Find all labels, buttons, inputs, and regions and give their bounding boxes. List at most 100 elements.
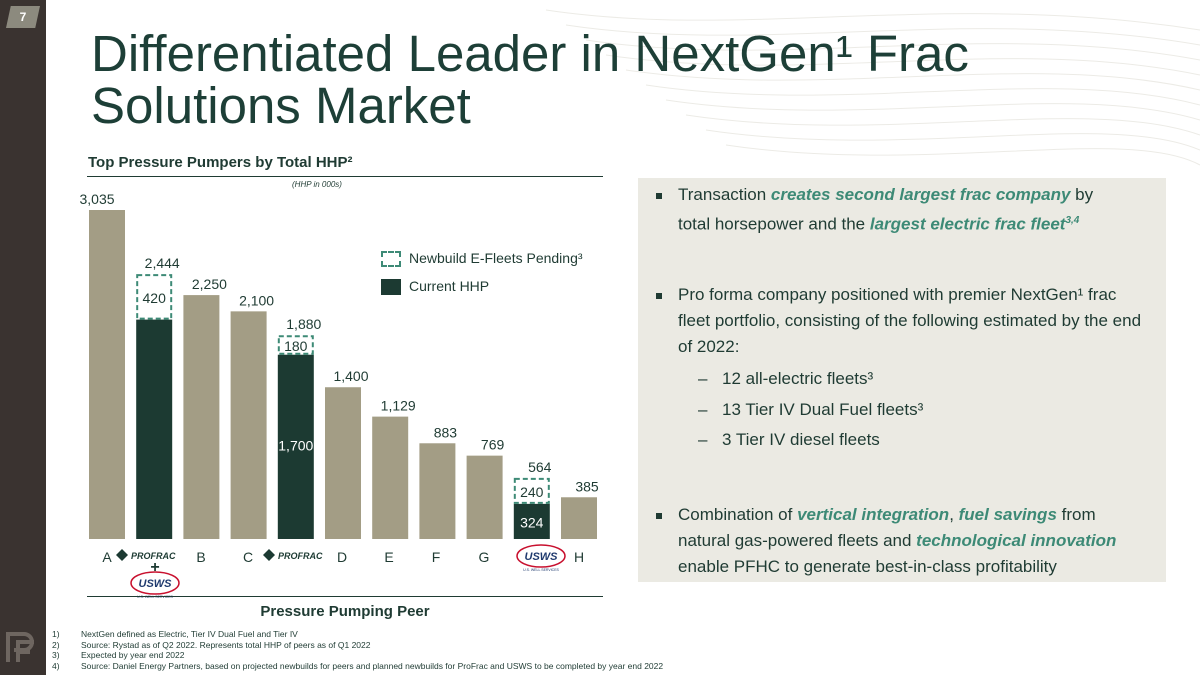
total-value-label-1: 2,444 — [145, 255, 180, 271]
bar-pending-9 — [513, 477, 550, 504]
sub-bullet-text: 13 Tier IV Dual Fuel fleets³ — [722, 400, 924, 419]
bullet-1-text-2: by — [1070, 185, 1094, 204]
hhp-bar-chart: 3,035 420 2,444 2,250 2,100 180 1,700 1,880 1,40… — [80, 191, 599, 599]
bullet-3-text-3: natural gas-powered fleets and — [678, 531, 917, 550]
sub-bullet-text: 12 all-electric fleets³ — [722, 369, 874, 388]
total-value-label-4: 1,880 — [286, 316, 321, 332]
bullet-1-text-3: total horsepower and the — [678, 214, 870, 234]
sub-bullet-electric: –12 all-electric fleets³ — [698, 366, 873, 392]
x-tick-label-D: D — [337, 549, 347, 565]
bullet-3-text-4: enable PFHC to generate best-in-class pr… — [678, 557, 1057, 576]
title-line-1: Differentiated Leader in NextGen¹ Frac — [91, 25, 969, 82]
chart-unit-label: (HHP in 000s) — [292, 180, 342, 189]
footnote-4: 4) Source: Daniel Energy Partners, based … — [52, 661, 663, 672]
page-number: 7 — [6, 6, 40, 28]
usws-logo-combined-subtitle: U.S. WELL SERVICES — [137, 595, 173, 599]
footnote-number: 1) — [52, 629, 60, 639]
bar-current-6 — [372, 416, 409, 539]
footnotes: 1) NextGen defined as Electric, Tier IV D… — [52, 629, 663, 671]
bullet-pro-forma: Pro forma company positioned with premie… — [656, 282, 1156, 360]
pending-value-label-1: 420 — [143, 290, 167, 306]
footnote-text: Source: Daniel Energy Partners, based on… — [81, 660, 664, 671]
usws-logo-combined-ring-icon — [130, 571, 180, 595]
x-tick-label-H: H — [574, 549, 584, 565]
footnote-1: 1) NextGen defined as Electric, Tier IV D… — [52, 629, 663, 640]
bullet-3-text-1: , — [949, 505, 959, 524]
x-tick-label-A: A — [102, 549, 112, 565]
bullet-2-line-3: of 2022: — [678, 337, 740, 356]
bullet-transaction: Transaction creates second largest frac … — [656, 182, 1156, 238]
bar-current-3 — [230, 311, 267, 539]
x-axis-title: Pressure Pumping Peer — [260, 603, 430, 620]
bar-current-1 — [136, 319, 173, 539]
profrac-logo-diamond-icon — [263, 549, 275, 561]
title-line-2: Solutions Market — [91, 77, 471, 134]
sub-bullet-dual-fuel: –13 Tier IV Dual Fuel fleets³ — [698, 397, 923, 423]
pending-value-label-9: 240 — [520, 484, 544, 500]
bullet-3-emphasis-2: fuel savings — [958, 505, 1057, 524]
bullet-marker — [656, 513, 662, 519]
bullet-3-emphasis-3: technological innovation — [916, 531, 1117, 550]
legend-swatch-current — [381, 279, 401, 295]
decorative-background-lines — [545, 9, 1200, 166]
chart-top-rule — [87, 176, 603, 177]
footnote-text: NextGen defined as Electric, Tier IV Dua… — [81, 629, 298, 639]
bullet-marker — [656, 293, 662, 299]
footnote-text: Expected by year end 2022 — [81, 650, 185, 661]
legend-label-current: Current HHP — [409, 278, 490, 294]
page-title: Differentiated Leader in NextGen¹ Frac S… — [91, 28, 1091, 132]
legend-swatch-pending — [381, 251, 401, 267]
footnote-number: 3) — [52, 650, 60, 661]
x-tick-label-C: C — [243, 549, 253, 565]
total-value-label-9: 564 — [528, 459, 552, 475]
sub-bullet-text: 3 Tier IV diesel fleets — [722, 430, 880, 449]
bar-current-8 — [466, 455, 503, 539]
legend-label-pending: Newbuild E-Fleets Pending³ — [409, 250, 583, 266]
bar-current-9 — [513, 503, 550, 539]
footnote-number: 2) — [52, 639, 60, 650]
left-sidebar: 7 — [0, 0, 46, 675]
usws-logo-subtitle: U.S. WELL SERVICES — [523, 568, 559, 572]
bullet-marker — [656, 193, 662, 199]
usws-logo-ring-icon — [516, 544, 566, 568]
bullet-3-text-2: from — [1056, 505, 1096, 524]
company-logo-icon — [6, 632, 34, 662]
profrac-logo-combined-diamond-icon — [116, 549, 128, 561]
bar-pending-1 — [136, 274, 173, 320]
x-tick-label-F: F — [432, 549, 441, 565]
total-value-label-10: 385 — [575, 478, 599, 494]
total-value-label-7: 883 — [434, 424, 458, 440]
footnote-number: 4) — [52, 660, 60, 671]
bullet-2-line-1: Pro forma company positioned with premie… — [678, 285, 1117, 304]
bullet-2-line-2: fleet portfolio, consisting of the follo… — [678, 311, 1142, 330]
total-value-label-0: 3,035 — [80, 191, 115, 207]
total-value-label-2: 2,250 — [192, 276, 227, 292]
sub-bullet-diesel: –3 Tier IV diesel fleets — [698, 427, 880, 453]
total-value-label-3: 2,100 — [239, 292, 274, 308]
total-value-label-6: 1,129 — [381, 398, 416, 414]
total-value-label-5: 1,400 — [333, 368, 368, 384]
bar-current-7 — [419, 443, 456, 539]
sub-bullet-dash: – — [698, 430, 708, 449]
footnote-text: Source: Rystad as of Q2 2022. Represents… — [81, 639, 371, 650]
bullet-3-emphasis-1: vertical integration — [797, 505, 950, 524]
bullet-1-emphasis-2: largest electric frac fleet — [869, 214, 1066, 234]
x-tick-label-G: G — [479, 549, 490, 565]
chart-bottom-rule — [87, 596, 603, 597]
bar-current-5 — [325, 387, 361, 539]
bar-current-0 — [89, 210, 125, 539]
sub-bullet-dash: – — [698, 369, 708, 388]
x-tick-label-B: B — [196, 549, 205, 565]
bar-pending-4 — [277, 335, 314, 355]
bullet-1-superscript: 3,4 — [1065, 215, 1080, 226]
current-value-label-4: 1,700 — [278, 438, 313, 454]
profrac-logo-combined-wordmark: PROFRAC — [131, 551, 176, 561]
usws-logo-wordmark: USWS — [525, 551, 559, 563]
plus-sign: + — [150, 559, 159, 576]
footnote-3: 3) Expected by year end 2022 — [52, 650, 663, 661]
sub-bullet-dash: – — [698, 400, 708, 419]
bullet-1-emphasis-1: creates second largest frac company — [770, 185, 1071, 204]
footnote-2: 2) Source: Rystad as of Q2 2022. Represen… — [52, 640, 663, 651]
bar-current-2 — [183, 295, 220, 539]
bullet-combination: Combination of vertical integration, fue… — [656, 502, 1156, 580]
